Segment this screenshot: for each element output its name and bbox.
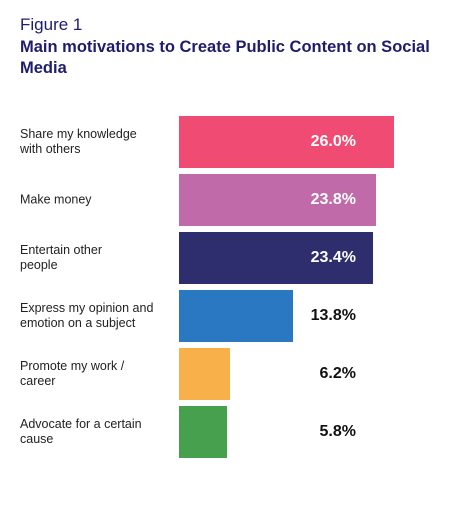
category-label: Express my opinion and emotion on a subj… — [20, 301, 154, 330]
chart-title: Main motivations to Create Public Conten… — [20, 38, 430, 77]
category-label: Advocate for a certain cause — [20, 417, 142, 446]
category-label: Share my knowledge with others — [20, 127, 137, 156]
value-label: 23.4% — [310, 249, 356, 266]
category-label: Make money — [20, 192, 92, 207]
value-label: 6.2% — [319, 365, 356, 382]
figure-label: Figure 1 — [20, 15, 83, 34]
value-label: 5.8% — [319, 423, 356, 440]
bar — [179, 174, 376, 226]
bar — [179, 406, 227, 458]
category-label: Promote my work / career — [20, 359, 125, 388]
value-label: 13.8% — [310, 307, 356, 324]
value-label: 23.8% — [310, 191, 356, 208]
category-label: Entertain other people — [20, 243, 102, 272]
value-label: 26.0% — [310, 133, 356, 150]
bar — [179, 348, 231, 400]
bar — [179, 290, 294, 342]
bar — [179, 116, 394, 168]
bar — [179, 232, 373, 284]
